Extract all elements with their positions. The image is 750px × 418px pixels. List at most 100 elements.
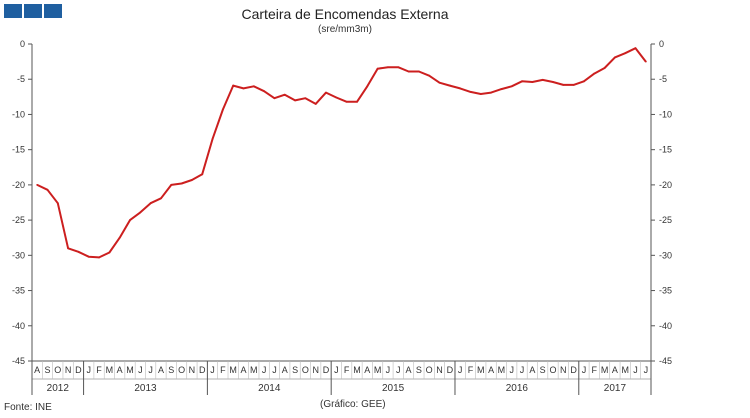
y-tick-label-right: -10 [659, 109, 672, 119]
data-point [531, 81, 534, 83]
series-line [36, 47, 647, 259]
month-label: J [210, 365, 215, 375]
month-label: J [396, 365, 401, 375]
data-point [232, 84, 235, 87]
month-label: J [262, 365, 267, 375]
month-label: O [178, 365, 185, 375]
data-point [428, 74, 431, 77]
data-point [263, 90, 266, 93]
data-point [283, 93, 286, 96]
data-point [510, 85, 513, 88]
data-point [438, 81, 441, 84]
data-point [356, 100, 358, 103]
logo-square-3 [44, 4, 62, 18]
data-point [252, 85, 255, 88]
y-tick-label-left: -35 [12, 286, 25, 296]
month-label: O [549, 365, 556, 375]
month-label: J [633, 365, 638, 375]
y-tick-label-right: -15 [659, 145, 672, 155]
y-axis-left-ticks: 0 -5 -10 -15 -20 -25 -30 -35 -40 -45 [12, 39, 32, 366]
year-label: 2016 [506, 383, 529, 394]
month-label: N [436, 365, 443, 375]
year-label: 2017 [604, 383, 627, 394]
month-label: M [353, 365, 361, 375]
data-point [552, 81, 554, 83]
month-label: J [138, 365, 143, 375]
data-point [603, 67, 606, 69]
data-point [201, 173, 204, 176]
data-point [583, 80, 585, 83]
month-label: F [344, 365, 350, 375]
month-label: O [302, 365, 309, 375]
data-point [67, 247, 70, 250]
data-point [479, 93, 482, 95]
data-point [366, 85, 369, 88]
month-label: D [323, 365, 330, 375]
month-label: M [106, 365, 114, 375]
data-point [469, 91, 472, 93]
y-axis-right-ticks: 0 -5 -10 -15 -20 -25 -30 -35 -40 -45 [651, 39, 672, 366]
data-point [459, 87, 462, 90]
month-label: D [75, 365, 82, 375]
y-tick-label-right: 0 [659, 39, 664, 49]
y-tick-label-left: 0 [20, 39, 25, 49]
month-label: M [601, 365, 609, 375]
data-point [36, 183, 39, 186]
month-label: F [96, 365, 102, 375]
month-label: J [520, 365, 525, 375]
data-point [448, 84, 451, 87]
month-label: J [86, 365, 91, 375]
y-tick-label-right: -5 [659, 74, 667, 84]
data-point [314, 102, 317, 105]
source-label: Fonte: INE [4, 402, 52, 413]
month-label: M [498, 365, 506, 375]
y-tick-label-right: -40 [659, 321, 672, 331]
data-point [129, 219, 131, 222]
month-label: M [126, 365, 134, 375]
month-label: M [229, 365, 237, 375]
month-label: N [65, 365, 72, 375]
year-label: 2012 [47, 383, 70, 394]
y-tick-label-left: -15 [12, 145, 25, 155]
y-tick-label-left: -25 [12, 215, 25, 225]
data-point [644, 60, 647, 63]
data-point [304, 97, 307, 100]
data-point [46, 188, 49, 191]
month-label: A [488, 365, 494, 375]
month-label: A [158, 365, 164, 375]
month-label: J [272, 365, 277, 375]
month-label: D [199, 365, 206, 375]
data-point [191, 179, 193, 181]
month-label: S [540, 365, 546, 375]
series-layer [36, 47, 647, 259]
y-tick-label-left: -5 [17, 74, 25, 84]
month-label: J [386, 365, 391, 375]
data-point [407, 70, 410, 73]
y-tick-label-left: -45 [12, 356, 25, 366]
month-label: F [220, 365, 226, 375]
month-label: D [447, 365, 454, 375]
month-label: A [406, 365, 412, 375]
month-label: S [292, 365, 298, 375]
y-tick-label-right: -30 [659, 250, 672, 260]
y-tick-label-left: -30 [12, 250, 25, 260]
month-label: A [282, 365, 288, 375]
y-tick-label-right: -25 [659, 215, 672, 225]
data-point [108, 251, 111, 254]
data-point [211, 138, 214, 141]
month-label: J [644, 365, 649, 375]
credit-label: (Gráfico: GEE) [320, 399, 386, 410]
year-label: 2014 [258, 383, 281, 394]
month-label: D [570, 365, 577, 375]
y-tick-label-right: -45 [659, 356, 672, 366]
y-tick-label-right: -35 [659, 286, 672, 296]
month-label: S [416, 365, 422, 375]
data-point [562, 83, 565, 86]
data-point [118, 236, 121, 239]
data-point [139, 211, 142, 214]
chart-subtitle: (sre/mm3m) [318, 24, 372, 35]
data-point [376, 67, 379, 70]
data-point [634, 47, 637, 50]
data-point [325, 91, 327, 94]
data-point [541, 79, 544, 81]
